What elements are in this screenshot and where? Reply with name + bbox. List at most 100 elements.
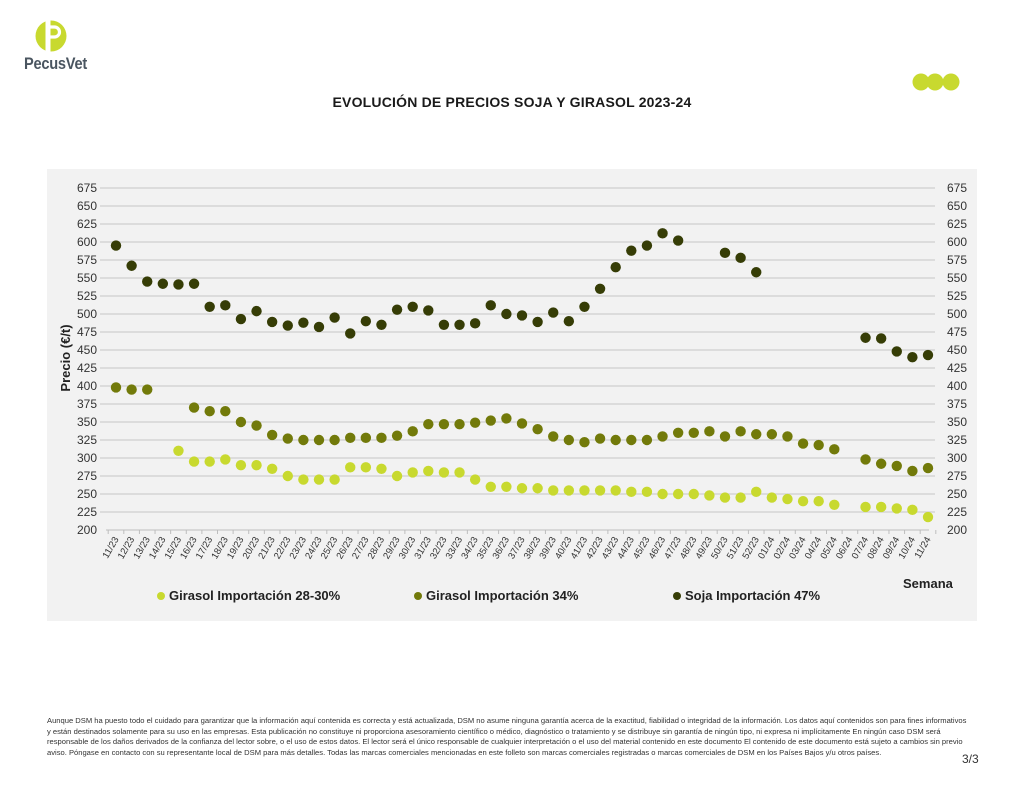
data-point bbox=[735, 252, 746, 264]
data-point bbox=[875, 458, 887, 469]
y-tick-label-left: 300 bbox=[77, 451, 97, 465]
y-tick-label-left: 625 bbox=[77, 217, 97, 231]
data-point bbox=[594, 433, 606, 444]
y-tick-label-left: 200 bbox=[77, 523, 97, 537]
y-tick-label-right: 275 bbox=[947, 469, 967, 483]
data-point bbox=[501, 481, 512, 492]
data-point bbox=[313, 474, 325, 485]
data-point bbox=[782, 431, 793, 442]
data-points bbox=[110, 228, 934, 523]
data-point bbox=[860, 454, 871, 465]
y-axis-right: 200 225 250 275 300 325 350 375 400 425 450 475 500 5… bbox=[947, 181, 967, 537]
data-point bbox=[922, 349, 934, 361]
y-tick-label-right: 325 bbox=[947, 433, 967, 447]
legend-marker-icon bbox=[414, 591, 422, 600]
data-point bbox=[282, 433, 293, 444]
data-point bbox=[907, 504, 918, 516]
data-point bbox=[454, 467, 465, 478]
y-tick-label-left: 550 bbox=[77, 271, 97, 285]
data-point bbox=[423, 465, 434, 477]
data-point bbox=[266, 429, 278, 441]
data-point bbox=[657, 228, 668, 239]
data-point bbox=[782, 493, 793, 505]
data-point bbox=[251, 305, 262, 317]
y-tick-label-left: 250 bbox=[77, 487, 97, 501]
data-point bbox=[751, 486, 762, 498]
data-point bbox=[251, 460, 262, 471]
disclaimer-text: Aunque DSM ha puesto todo el cuidado par… bbox=[47, 716, 967, 757]
data-point bbox=[298, 474, 309, 485]
data-point bbox=[657, 431, 668, 442]
data-point bbox=[391, 470, 403, 482]
legend-marker-icon bbox=[673, 591, 681, 600]
data-point bbox=[376, 463, 387, 474]
data-point bbox=[423, 305, 434, 316]
data-point bbox=[797, 496, 809, 507]
data-point bbox=[142, 276, 153, 287]
data-point bbox=[860, 501, 871, 513]
legend-label: Soja Importación 47% bbox=[685, 588, 821, 603]
data-point bbox=[126, 260, 137, 271]
x-axis-title: Semana bbox=[903, 576, 953, 591]
data-point bbox=[110, 240, 122, 251]
data-point bbox=[360, 432, 372, 444]
data-point bbox=[719, 247, 731, 258]
data-point bbox=[438, 319, 450, 330]
data-point bbox=[204, 456, 215, 467]
data-point bbox=[485, 481, 496, 492]
y-tick-label-right: 600 bbox=[947, 235, 967, 249]
data-point bbox=[891, 346, 902, 357]
data-point bbox=[594, 283, 606, 294]
data-point bbox=[220, 406, 231, 417]
y-tick-label-left: 650 bbox=[77, 199, 97, 213]
data-point bbox=[173, 279, 184, 290]
data-point bbox=[501, 413, 512, 424]
data-point bbox=[454, 418, 465, 430]
decorative-dots-icon bbox=[912, 73, 960, 91]
data-point bbox=[797, 438, 809, 449]
data-point bbox=[563, 434, 575, 446]
data-point bbox=[704, 490, 715, 501]
gridlines bbox=[100, 187, 935, 513]
data-point bbox=[298, 434, 309, 446]
x-tick-label: 11/24 bbox=[913, 535, 934, 560]
y-tick-label-left: 350 bbox=[77, 415, 97, 429]
data-point bbox=[266, 463, 278, 474]
data-point bbox=[282, 320, 293, 331]
data-point bbox=[235, 460, 247, 471]
data-point bbox=[516, 483, 528, 494]
data-point bbox=[454, 319, 465, 330]
data-point bbox=[329, 434, 340, 446]
data-point bbox=[266, 316, 278, 328]
data-point bbox=[766, 492, 778, 503]
data-point bbox=[407, 467, 418, 478]
series-0 bbox=[173, 445, 934, 523]
data-point bbox=[735, 426, 746, 437]
y-tick-label-left: 375 bbox=[77, 397, 97, 411]
data-point bbox=[875, 501, 887, 513]
page-number: 3/3 bbox=[962, 752, 979, 766]
data-point bbox=[610, 434, 621, 446]
data-point bbox=[579, 301, 590, 312]
data-point bbox=[719, 431, 731, 442]
y-tick-label-left: 275 bbox=[77, 469, 97, 483]
data-point bbox=[907, 465, 918, 477]
y-tick-label-left: 475 bbox=[77, 325, 97, 339]
data-point bbox=[579, 436, 590, 448]
data-point bbox=[672, 488, 684, 500]
y-tick-label-left: 500 bbox=[77, 307, 97, 321]
data-point bbox=[391, 430, 403, 441]
data-point bbox=[485, 300, 496, 311]
data-point bbox=[516, 418, 528, 429]
y-tick-label-right: 450 bbox=[947, 343, 967, 357]
y-tick-label-left: 525 bbox=[77, 289, 97, 303]
y-tick-label-right: 350 bbox=[947, 415, 967, 429]
data-point bbox=[298, 317, 309, 328]
data-point bbox=[688, 427, 699, 438]
y-tick-label-right: 550 bbox=[947, 271, 967, 285]
data-point bbox=[532, 483, 543, 494]
y-axis-left: 200 225 250 275 300 325 350 375 400 425 450 475 500 5… bbox=[77, 181, 97, 537]
y-tick-label-right: 625 bbox=[947, 217, 967, 231]
y-tick-label-left: 575 bbox=[77, 253, 97, 267]
data-point bbox=[438, 467, 450, 478]
